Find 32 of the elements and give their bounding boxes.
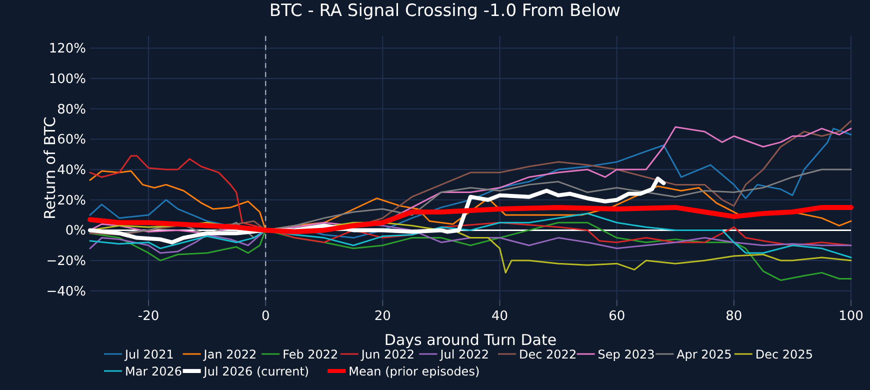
x-tick-label: 0 — [261, 309, 270, 324]
y-tick-label: 0% — [65, 224, 86, 239]
line-series — [89, 212, 852, 258]
legend-label: Jan 2022 — [202, 348, 257, 362]
y-tick-label: −20% — [46, 254, 86, 270]
y-tick-label: 60% — [57, 132, 86, 148]
legend-label: Jul 2022 — [439, 348, 490, 362]
y-tick-label: 40% — [57, 163, 86, 178]
x-tick-label: -20 — [138, 309, 160, 324]
chart-title: BTC - RA Signal Crossing -1.0 From Below — [269, 1, 621, 21]
y-tick-label: 20% — [57, 193, 86, 208]
x-tick-label: 20 — [374, 309, 391, 324]
x-tick-label: 80 — [726, 309, 742, 324]
legend-label: Apr 2025 — [676, 348, 732, 362]
legend-label: Dec 2022 — [519, 348, 577, 362]
legend-label: Jun 2022 — [360, 348, 415, 362]
y-tick-label: 80% — [57, 102, 86, 118]
y-tick-label: 100% — [48, 72, 86, 87]
legend-label: Jul 2021 — [124, 348, 174, 362]
legend-label: Jul 2026 (current) — [202, 364, 310, 378]
legend-label: Mar 2026 — [125, 364, 182, 378]
x-axis-title: Days around Turn Date — [384, 331, 557, 349]
legend-label: Dec 2025 — [755, 348, 813, 362]
x-tick-label: 40 — [491, 309, 508, 324]
legend-label: Sep 2023 — [598, 348, 655, 362]
legend-label: Feb 2022 — [282, 348, 338, 362]
legend-label: Mean (prior episodes) — [348, 364, 480, 378]
x-tick-label: 60 — [608, 309, 626, 324]
y-tick-label: 120% — [48, 42, 86, 57]
y-tick-label: −40% — [46, 284, 86, 300]
x-tick-label: 100 — [838, 309, 864, 324]
y-axis-title: Return of BTC — [41, 116, 59, 220]
